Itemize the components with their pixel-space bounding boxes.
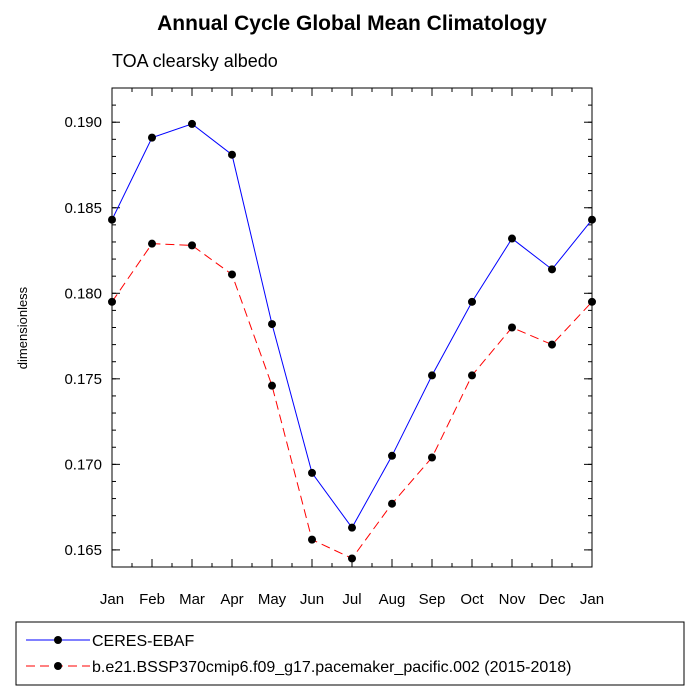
- x-tick-label: Nov: [499, 591, 526, 608]
- chart-title: Annual Cycle Global Mean Climatology: [157, 12, 547, 35]
- data-point: [588, 215, 596, 224]
- data-point: [108, 297, 116, 306]
- y-tick-labels: 0.165 0.170 0.175 0.180 0.185 0.190: [64, 114, 102, 559]
- x-tick-label: Jul: [342, 591, 361, 608]
- data-point: [348, 523, 356, 532]
- data-point: [308, 535, 316, 544]
- data-point: [508, 323, 516, 332]
- data-point: [548, 265, 556, 274]
- y-tick-label: 0.170: [64, 456, 102, 473]
- x-tick-label: May: [258, 591, 287, 608]
- data-point: [548, 340, 556, 349]
- data-point: [388, 499, 396, 508]
- x-tick-label: Dec: [539, 591, 566, 608]
- y-axis-label: dimensionless: [15, 286, 30, 369]
- x-tick-label: Mar: [179, 591, 205, 608]
- x-tick-label: Jun: [300, 591, 324, 608]
- x-tick-labels: Jan Feb Mar Apr May Jun Jul Aug Sep Oct Nov Dec Jan: [100, 591, 604, 608]
- y-tick-label: 0.180: [64, 285, 102, 302]
- series-line-0: [111, 123, 593, 529]
- x-tick-label: Jan: [580, 591, 604, 608]
- legend-box: [15, 621, 685, 686]
- x-tick-label: Apr: [220, 591, 243, 608]
- data-point: [108, 215, 116, 224]
- data-point: [588, 297, 596, 306]
- legend-marker: [54, 662, 62, 670]
- data-point: [148, 133, 156, 142]
- y-tick-label: 0.175: [64, 371, 102, 388]
- series-lines: [111, 123, 593, 560]
- x-tick-label: Feb: [139, 591, 165, 608]
- data-points: [108, 119, 596, 563]
- x-tick-label: Sep: [419, 591, 446, 608]
- data-point: [228, 150, 236, 159]
- data-point: [428, 453, 436, 462]
- y-tick-label: 0.190: [64, 114, 102, 131]
- series-line-1: [111, 243, 593, 560]
- data-point: [508, 234, 516, 243]
- y-tick-label: 0.185: [64, 200, 102, 217]
- x-tick-label: Aug: [379, 591, 406, 608]
- data-point: [268, 320, 276, 329]
- x-tick-label: Oct: [460, 591, 484, 608]
- data-point: [468, 297, 476, 306]
- data-point: [188, 119, 196, 128]
- axis-ticks: [111, 87, 593, 568]
- plot-frame: [111, 87, 593, 568]
- legend-label-1: b.e21.BSSP370cmip6.f09_g17.pacemaker_pac…: [92, 659, 571, 676]
- data-point: [388, 451, 396, 460]
- data-point: [148, 239, 156, 248]
- x-tick-label: Jan: [100, 591, 124, 608]
- data-point: [428, 371, 436, 380]
- y-tick-label: 0.165: [64, 542, 102, 559]
- legend: CERES-EBAF b.e21.BSSP370cmip6.f09_g17.pac…: [26, 633, 571, 676]
- data-point: [228, 270, 236, 279]
- chart-subtitle: TOA clearsky albedo: [112, 51, 278, 71]
- data-point: [348, 554, 356, 563]
- data-point: [268, 381, 276, 390]
- legend-marker: [54, 636, 62, 644]
- data-point: [468, 371, 476, 380]
- legend-label-0: CERES-EBAF: [92, 633, 194, 650]
- data-point: [188, 241, 196, 250]
- data-point: [308, 468, 316, 477]
